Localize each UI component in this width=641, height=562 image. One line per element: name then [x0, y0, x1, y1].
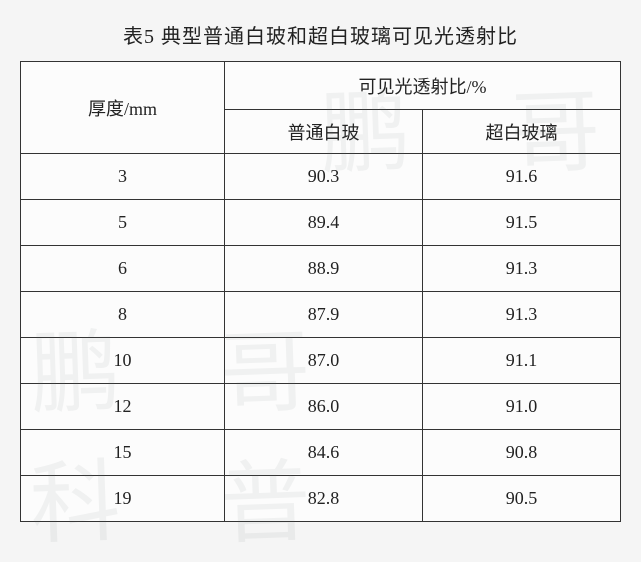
cell-ordinary: 87.9: [225, 292, 423, 338]
table-row: 6 88.9 91.3: [21, 246, 621, 292]
cell-thickness: 10: [21, 338, 225, 384]
table-title: 表5 典型普通白玻和超白玻璃可见光透射比: [20, 20, 621, 49]
cell-ordinary: 84.6: [225, 430, 423, 476]
cell-thickness: 5: [21, 200, 225, 246]
table-row: 5 89.4 91.5: [21, 200, 621, 246]
cell-ultraclear: 91.0: [423, 384, 621, 430]
cell-ultraclear: 90.5: [423, 476, 621, 522]
cell-thickness: 15: [21, 430, 225, 476]
cell-ultraclear: 90.8: [423, 430, 621, 476]
cell-ultraclear: 91.6: [423, 154, 621, 200]
table-row: 19 82.8 90.5: [21, 476, 621, 522]
cell-ultraclear: 91.1: [423, 338, 621, 384]
cell-ultraclear: 91.3: [423, 292, 621, 338]
header-group: 可见光透射比/%: [225, 62, 621, 110]
header-col-ultraclear: 超白玻璃: [423, 110, 621, 154]
table-row: 8 87.9 91.3: [21, 292, 621, 338]
cell-ultraclear: 91.3: [423, 246, 621, 292]
cell-ultraclear: 91.5: [423, 200, 621, 246]
glass-transmittance-table: 厚度/mm 可见光透射比/% 普通白玻 超白玻璃 3 90.3 91.6 5 8…: [20, 61, 621, 522]
table-body: 3 90.3 91.6 5 89.4 91.5 6 88.9 91.3 8 87…: [21, 154, 621, 522]
cell-ordinary: 89.4: [225, 200, 423, 246]
cell-ordinary: 87.0: [225, 338, 423, 384]
table-row: 10 87.0 91.1: [21, 338, 621, 384]
table-row: 15 84.6 90.8: [21, 430, 621, 476]
table-row: 12 86.0 91.0: [21, 384, 621, 430]
cell-thickness: 3: [21, 154, 225, 200]
cell-ordinary: 90.3: [225, 154, 423, 200]
cell-thickness: 6: [21, 246, 225, 292]
cell-thickness: 19: [21, 476, 225, 522]
cell-ordinary: 86.0: [225, 384, 423, 430]
cell-thickness: 8: [21, 292, 225, 338]
header-col-ordinary: 普通白玻: [225, 110, 423, 154]
cell-ordinary: 82.8: [225, 476, 423, 522]
table-row: 3 90.3 91.6: [21, 154, 621, 200]
cell-ordinary: 88.9: [225, 246, 423, 292]
cell-thickness: 12: [21, 384, 225, 430]
header-thickness: 厚度/mm: [21, 62, 225, 154]
